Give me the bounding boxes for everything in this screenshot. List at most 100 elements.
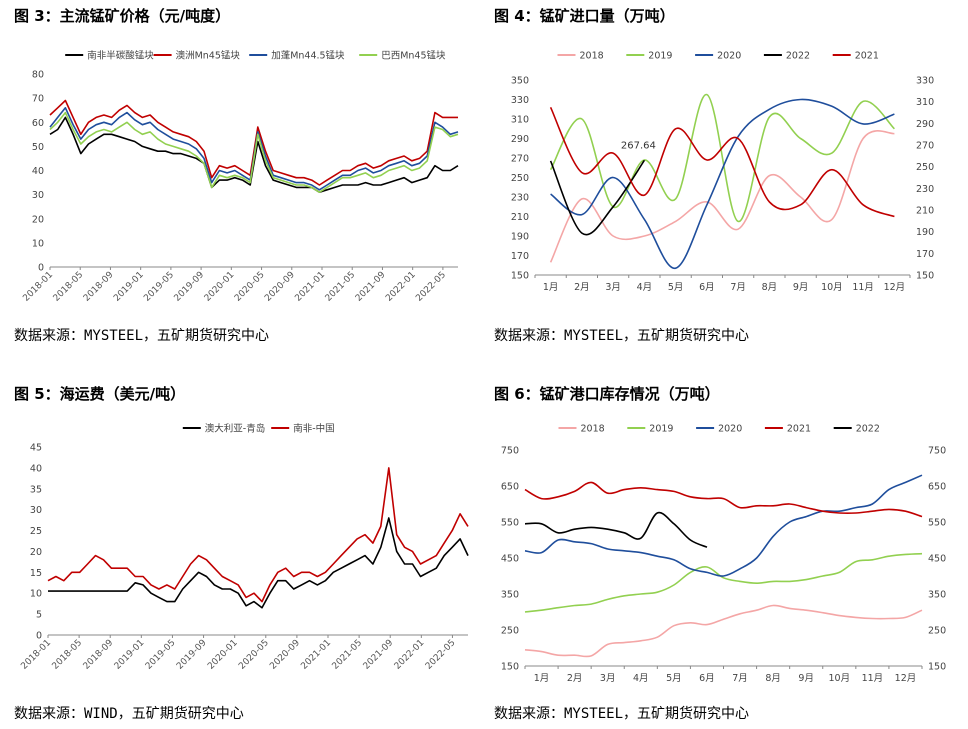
y-tick-label: 45: [30, 443, 42, 454]
y-tick-label: 35: [30, 484, 42, 495]
x-tick-label: 4月: [637, 282, 653, 293]
y-tick-label: 25: [30, 526, 42, 537]
x-tick-label: 2020-01: [206, 638, 240, 672]
fig5-title: 图 5：海运费（美元/吨）: [14, 385, 186, 403]
y-tick-label: 20: [32, 214, 44, 225]
fig3-title: 图 3：主流锰矿价格（元/吨度）: [14, 7, 231, 25]
y-tick-label: 40: [30, 463, 42, 474]
series-line-1: [524, 552, 923, 613]
y-tick-label: 5: [36, 610, 42, 621]
y-tick-label: 350: [511, 76, 529, 87]
y-tick-label: 330: [511, 95, 529, 106]
y2-tick-label: 350: [928, 590, 946, 601]
x-tick-label: 11月: [852, 282, 874, 293]
x-tick-label: 2021-09: [362, 638, 396, 672]
y2-tick-label: 750: [928, 446, 946, 457]
x-tick-label: 4月: [633, 673, 649, 684]
legend-label-1: 澳洲Mn45锰块: [176, 50, 241, 62]
x-tick-label: 2022-05: [414, 270, 448, 304]
y2-tick-label: 250: [928, 626, 946, 637]
y-tick-label: 15: [30, 568, 42, 579]
y2-tick-label: 230: [916, 184, 934, 195]
y-tick-label: 0: [38, 263, 44, 274]
x-tick-label: 1月: [534, 673, 550, 684]
y2-tick-label: 190: [916, 227, 934, 238]
y2-tick-label: 550: [928, 518, 946, 529]
fig4-source: 数据来源：MYSTEEL，五矿期货研究中心: [494, 328, 750, 344]
x-tick-label: 12月: [895, 673, 917, 684]
y-tick-label: 750: [501, 446, 519, 457]
x-tick-label: 2020-09: [263, 270, 297, 304]
x-tick-label: 2018-05: [52, 270, 86, 304]
x-tick-label: 7月: [730, 282, 746, 293]
x-tick-label: 2021-01: [299, 638, 333, 672]
x-tick-label: 2022-01: [384, 270, 418, 304]
fig6-chart: 150 250 350 450 550 650 750 150 250 350 450 550 650 7…: [501, 424, 946, 685]
x-tick-label: 2019-05: [144, 638, 178, 672]
legend-label-1: 南非-中国: [293, 423, 334, 435]
y2-tick-label: 210: [916, 206, 934, 217]
series-line-2: [524, 474, 923, 577]
legend-label-0: 澳大利亚-青岛: [205, 423, 265, 435]
y2-tick-label: 250: [916, 162, 934, 173]
y-tick-label: 250: [511, 173, 529, 184]
y-tick-label: 50: [32, 142, 44, 153]
legend-label-2: 2020: [718, 424, 742, 435]
x-tick-label: 9月: [798, 673, 814, 684]
x-tick-label: 11月: [862, 673, 884, 684]
fig4-title: 图 4：锰矿进口量（万吨）: [494, 7, 675, 25]
legend-label-3: 巴西Mn45锰块: [381, 50, 446, 62]
x-tick-label: 2021-05: [324, 270, 358, 304]
fig4-chart: 150 170 190 210 230 250 270 290 310 330 350 150 170 1…: [511, 51, 934, 294]
series-line-0: [48, 517, 469, 609]
x-tick-label: 2022-05: [424, 638, 458, 672]
x-tick-label: 2020-05: [237, 638, 271, 672]
x-tick-label: 2021-09: [354, 270, 388, 304]
x-tick-label: 5月: [668, 282, 684, 293]
x-tick-label: 3月: [600, 673, 616, 684]
legend-label-0: 南非半碳酸锰块: [87, 50, 154, 62]
fig3-source: 数据来源：MYSTEEL，五矿期货研究中心: [14, 328, 270, 344]
series-line-3: [524, 481, 923, 518]
fig5-chart: 0510152025303540452018-012018-052018-092…: [19, 423, 469, 672]
y-tick-label: 150: [511, 271, 529, 282]
legend-label-4: 2021: [855, 51, 879, 62]
x-tick-label: 2020-09: [268, 638, 302, 672]
y-tick-label: 40: [32, 166, 44, 177]
y2-tick-label: 170: [916, 249, 934, 260]
y-tick-label: 310: [511, 115, 529, 126]
x-tick-label: 10月: [821, 282, 843, 293]
legend-label-1: 2019: [649, 424, 673, 435]
y2-tick-label: 150: [928, 662, 946, 673]
x-tick-label: 2019-01: [113, 638, 147, 672]
x-tick-label: 2018-09: [82, 638, 116, 672]
legend-label-3: 2022: [786, 51, 810, 62]
x-tick-label: 2021-05: [331, 638, 365, 672]
y2-tick-label: 310: [916, 97, 934, 108]
x-tick-label: 2021-01: [293, 270, 327, 304]
x-tick-label: 12月: [884, 282, 906, 293]
x-tick-label: 2020-05: [233, 270, 267, 304]
series-line-2: [550, 98, 895, 269]
legend-label-0: 2018: [580, 51, 604, 62]
x-tick-label: 2019-01: [112, 270, 146, 304]
y2-tick-label: 450: [928, 554, 946, 565]
y-tick-label: 170: [511, 251, 529, 262]
y-tick-label: 270: [511, 154, 529, 165]
y-tick-label: 20: [30, 547, 42, 558]
y-tick-label: 30: [32, 190, 44, 201]
y-tick-label: 290: [511, 134, 529, 145]
y-tick-label: 550: [501, 518, 519, 529]
y-tick-label: 60: [32, 118, 44, 129]
y-tick-label: 10: [32, 238, 44, 249]
y-tick-label: 150: [501, 662, 519, 673]
legend-label-3: 2021: [787, 424, 811, 435]
x-tick-label: 8月: [762, 282, 778, 293]
x-tick-label: 9月: [793, 282, 809, 293]
y-tick-label: 650: [501, 482, 519, 493]
x-tick-label: 7月: [732, 673, 748, 684]
legend-label-1: 2019: [648, 51, 672, 62]
series-line-1: [47, 467, 469, 603]
x-tick-label: 2020-01: [203, 270, 237, 304]
series-line-0: [549, 130, 895, 263]
